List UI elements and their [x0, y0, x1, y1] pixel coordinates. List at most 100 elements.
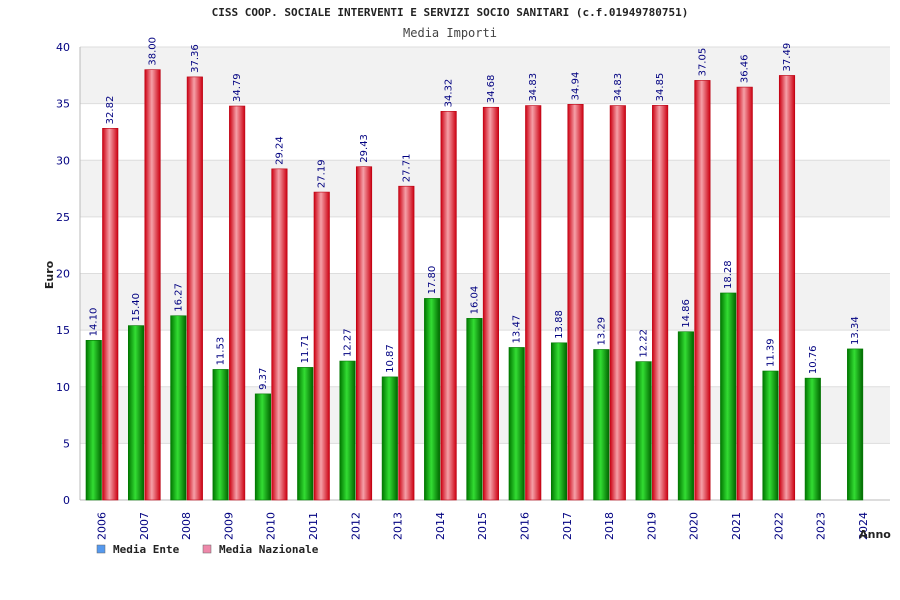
y-tick-label: 5 [63, 437, 70, 450]
x-tick-label: 2013 [392, 512, 405, 540]
bar-media-ente [593, 349, 610, 501]
x-tick-label: 2020 [688, 512, 701, 540]
bar-media-nazionale [144, 69, 161, 501]
x-tick-label: 2017 [561, 512, 574, 540]
grid-band [80, 47, 890, 104]
y-tick-label: 0 [63, 494, 70, 507]
data-label: 29.24 [274, 136, 285, 165]
y-tick-label: 15 [56, 324, 70, 337]
y-axis-ticks: 0 5 10 15 20 25 30 35 40 [56, 41, 70, 507]
legend: Media Ente Media Nazionale [96, 543, 319, 556]
legend-label: Media Ente [113, 543, 180, 556]
data-label: 16.27 [173, 283, 184, 312]
y-tick-label: 20 [56, 268, 70, 281]
y-axis-label: Euro [43, 260, 56, 289]
bar-media-nazionale [778, 75, 796, 501]
data-label: 14.10 [89, 308, 100, 337]
bar-media-ente [677, 331, 694, 501]
bar-media-ente [720, 292, 737, 501]
bar-media-ente [635, 361, 652, 501]
data-label: 37.36 [190, 44, 201, 73]
x-tick-label: 2021 [730, 512, 743, 540]
bar-media-ente [212, 369, 229, 501]
y-tick-label: 10 [56, 381, 70, 394]
x-tick-label: 2014 [434, 512, 447, 540]
data-label: 13.47 [512, 315, 523, 344]
bar-media-nazionale [525, 105, 542, 501]
x-tick-label: 2009 [222, 512, 235, 540]
data-label: 38.00 [148, 37, 159, 66]
x-tick-label: 2011 [307, 512, 320, 540]
data-label: 10.76 [808, 346, 819, 375]
bar-media-ente [466, 318, 483, 501]
data-label: 18.28 [723, 260, 734, 289]
x-axis-ticks: 2006 2007 2008 2009 2010 2011 2012 2013 2014 2015… [96, 512, 870, 540]
data-label: 34.85 [655, 73, 666, 102]
x-tick-label: 2008 [180, 512, 193, 540]
data-label: 34.83 [528, 73, 539, 102]
bar-media-nazionale [398, 185, 415, 501]
data-label: 29.43 [359, 134, 370, 163]
data-label: 27.19 [317, 159, 328, 188]
x-axis-label: Anno [859, 528, 891, 541]
legend-label: Media Nazionale [219, 543, 319, 556]
bar-media-nazionale [482, 106, 499, 501]
bar-media-nazionale [567, 104, 584, 501]
y-tick-label: 25 [56, 211, 70, 224]
data-label: 16.04 [469, 286, 480, 315]
data-label: 9.37 [258, 368, 269, 390]
x-tick-label: 2015 [476, 512, 489, 540]
data-label: 15.40 [131, 293, 142, 322]
data-label: 27.71 [401, 154, 412, 183]
bar-media-ente [127, 325, 145, 501]
y-tick-label: 35 [56, 98, 70, 111]
data-labels: 14.10 32.82 15.40 38.00 16.27 37.36 11.53 34.79… [89, 37, 861, 390]
x-tick-label: 2012 [349, 512, 362, 540]
data-label: 11.53 [216, 337, 227, 366]
bar-media-ente [804, 377, 821, 501]
data-label: 37.49 [782, 43, 793, 72]
legend-swatch [96, 544, 106, 554]
legend-swatch [202, 544, 212, 554]
bar-media-nazionale [694, 80, 711, 501]
data-label: 14.86 [681, 299, 692, 328]
data-label: 13.29 [596, 317, 607, 346]
data-label: 12.22 [639, 329, 650, 358]
data-label: 34.83 [613, 73, 624, 102]
bar-media-nazionale [229, 105, 246, 501]
bar-media-nazionale [355, 166, 373, 501]
x-tick-label: 2024 [857, 512, 870, 540]
data-label: 37.05 [697, 48, 708, 77]
chart-subtitle: Media Importi [403, 26, 497, 40]
data-label: 34.94 [571, 72, 582, 101]
x-tick-label: 2006 [96, 512, 109, 540]
bar-media-nazionale [313, 191, 330, 501]
bar-media-ente [170, 315, 187, 501]
y-tick-label: 40 [56, 41, 70, 54]
data-label: 13.88 [554, 310, 565, 339]
x-tick-label: 2019 [645, 512, 658, 540]
bar-media-ente [254, 393, 271, 501]
x-tick-label: 2022 [772, 512, 785, 540]
data-label: 34.68 [486, 75, 497, 104]
bar-media-nazionale [652, 105, 669, 501]
bar-media-nazionale [186, 76, 203, 501]
bar-media-nazionale [736, 86, 753, 501]
data-label: 36.46 [740, 54, 751, 83]
bar-media-ente [762, 370, 779, 501]
data-label: 17.80 [427, 266, 438, 295]
bar-media-ente [381, 376, 398, 501]
chart-title: CISS COOP. SOCIALE INTERVENTI E SERVIZI … [212, 6, 689, 19]
bar-media-ente [550, 342, 568, 501]
bar-media-ente [297, 367, 314, 501]
bar-media-nazionale [271, 168, 288, 501]
data-label: 34.79 [232, 73, 243, 102]
data-label: 34.32 [444, 79, 455, 108]
data-label: 10.87 [385, 344, 396, 373]
bar-media-ente [339, 360, 356, 501]
data-label: 32.82 [105, 96, 116, 125]
data-label: 12.27 [343, 328, 354, 357]
data-label: 11.71 [300, 335, 311, 364]
bar-media-ente [508, 347, 525, 501]
